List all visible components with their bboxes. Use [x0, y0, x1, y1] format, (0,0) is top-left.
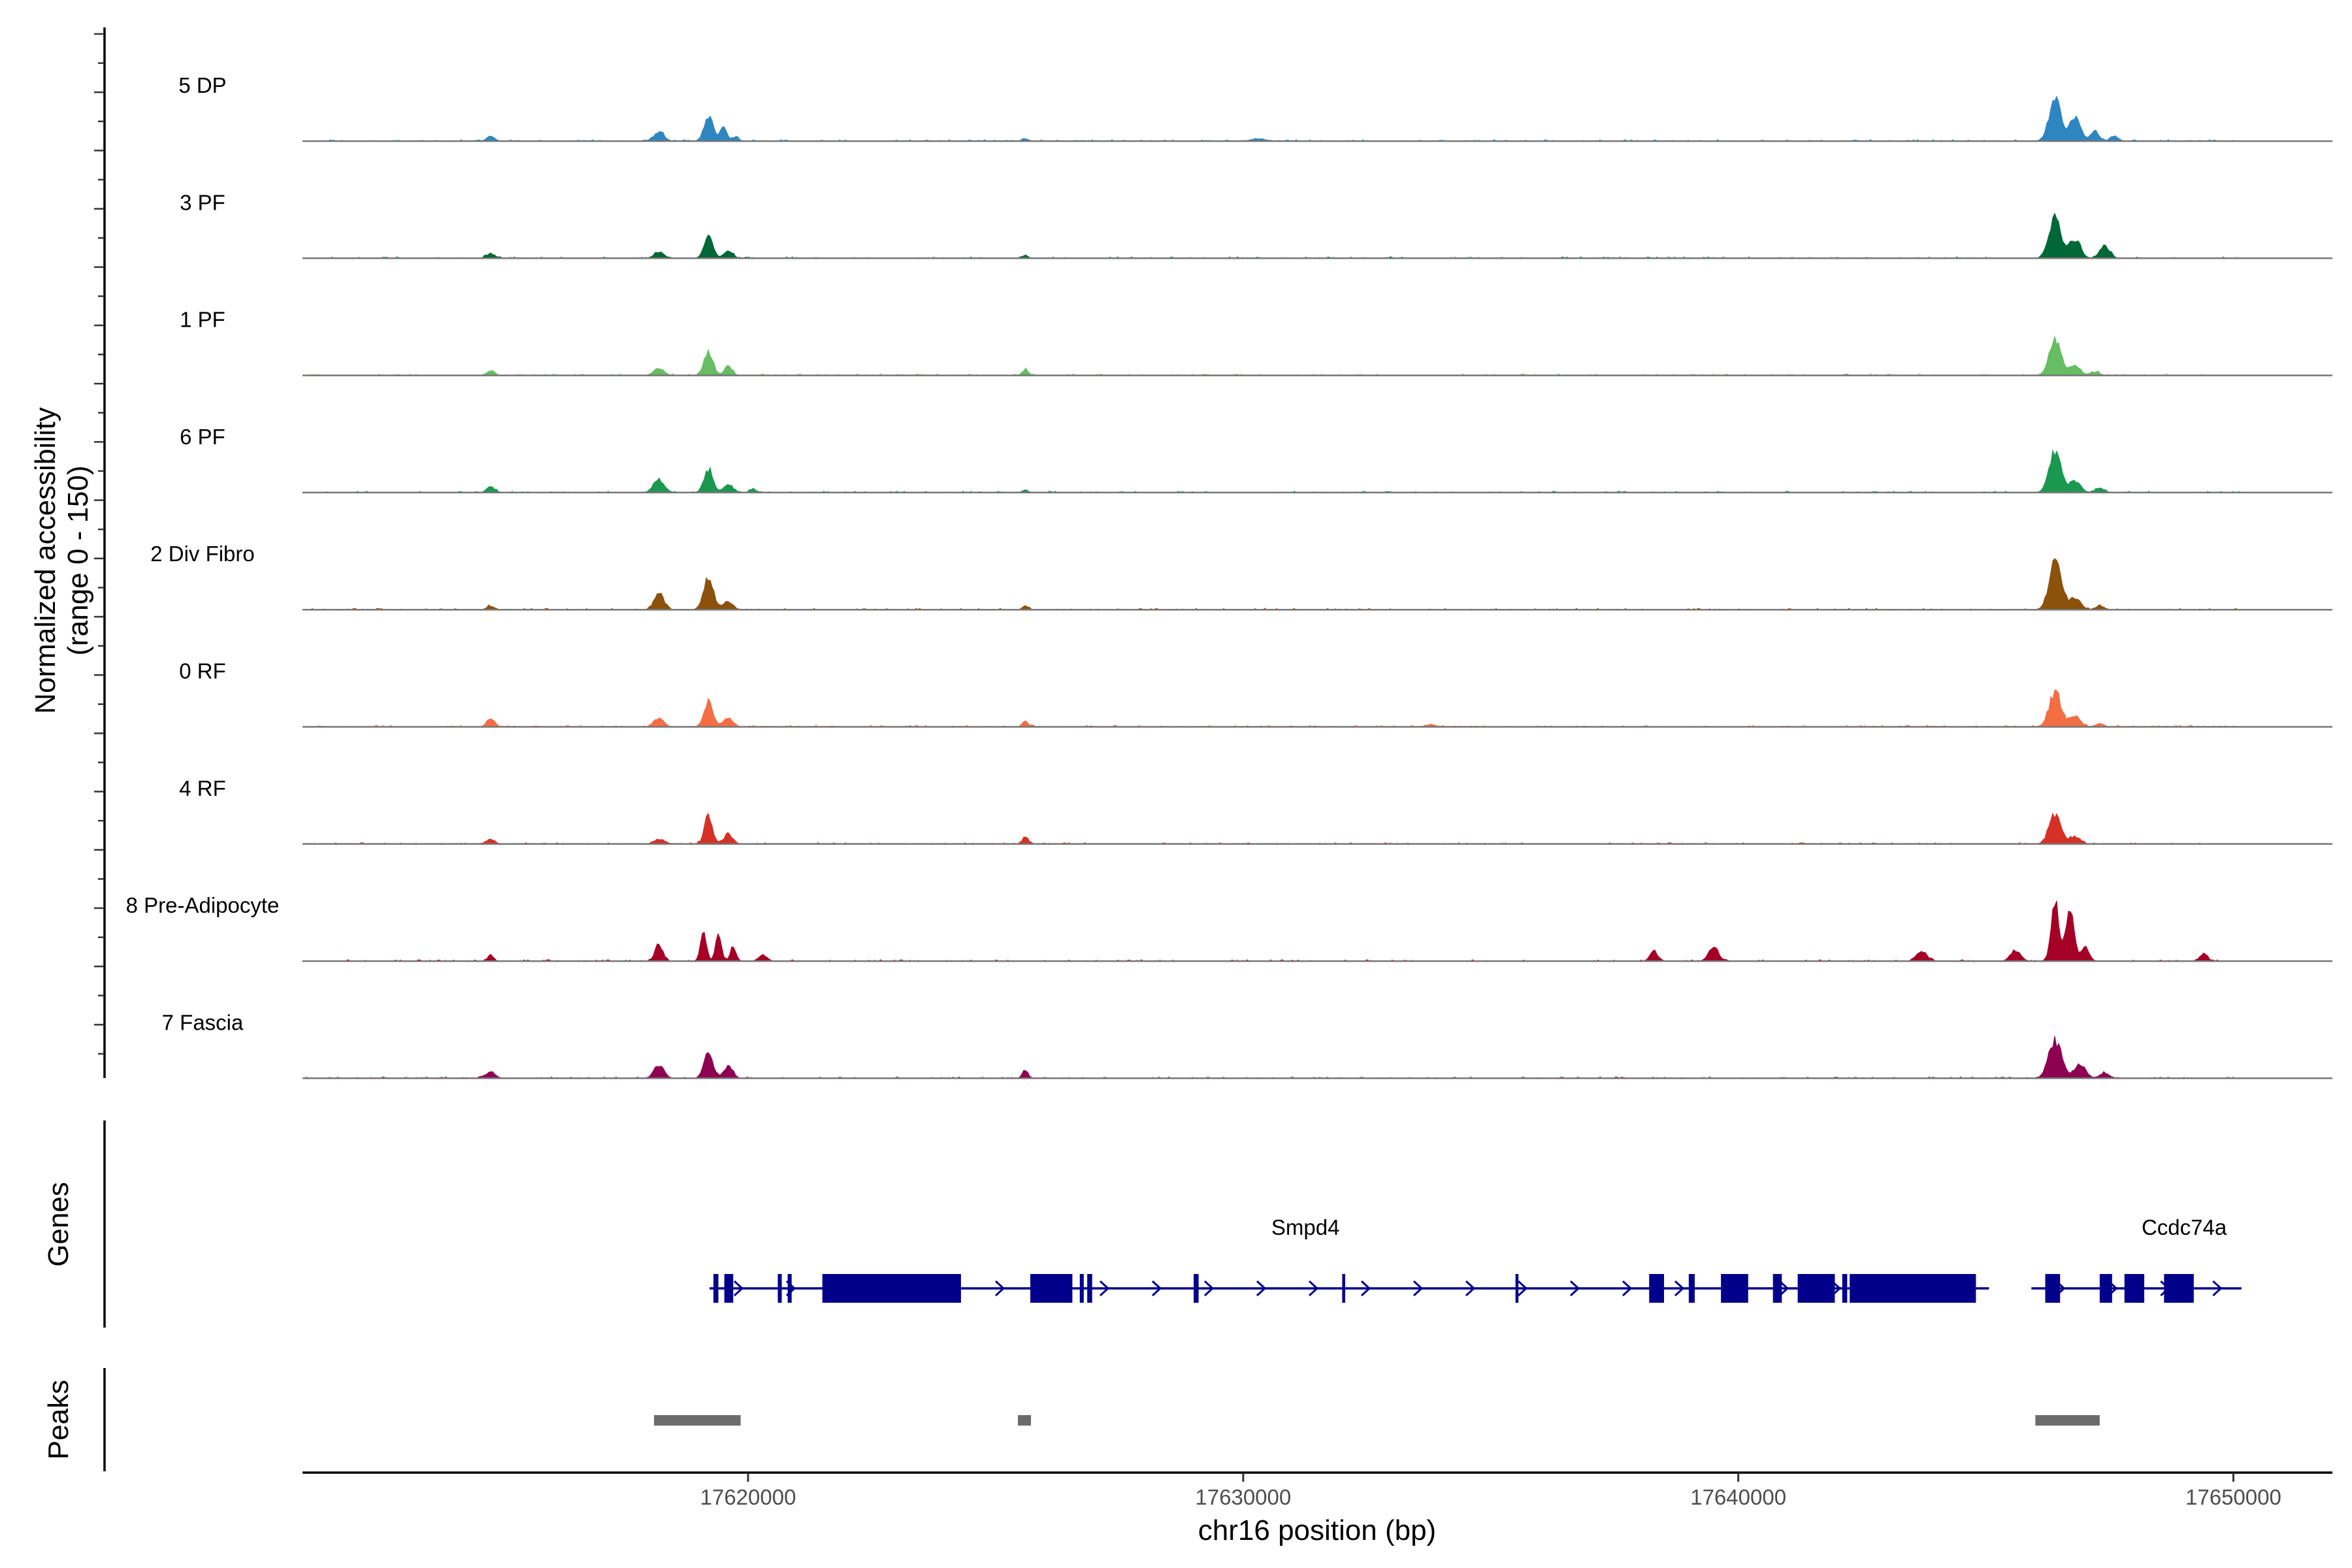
exon: [822, 1274, 961, 1303]
exon: [2099, 1274, 2112, 1303]
exon: [1087, 1274, 1092, 1303]
exon: [1797, 1274, 1835, 1303]
strand-arrow: [1413, 1280, 1424, 1297]
exon: [2045, 1274, 2061, 1303]
gene-model: Ccdc74a: [2031, 1215, 2242, 1303]
track-label: 7 Fascia: [162, 1010, 244, 1034]
coverage-tracks: 5 DP 3 PF 1 PF 6 PF 2 Div Fibro 0 RF 4 RF 8 Pre…: [126, 73, 2332, 1079]
exon: [1515, 1274, 1519, 1303]
strand-arrow: [1465, 1280, 1476, 1297]
exon: [724, 1274, 734, 1303]
track-label: 3 PF: [180, 190, 225, 214]
x-tick-label: 17630000: [1195, 1485, 1291, 1509]
strand-arrow: [1517, 1280, 1528, 1297]
x-tick-label: 17640000: [1690, 1485, 1786, 1509]
peaks-panel-title: Peaks: [42, 1380, 74, 1460]
y-axis-title: Normalized accessibility: [29, 407, 61, 713]
gene-label: Ccdc74a: [2142, 1215, 2227, 1239]
y-axis-range-label: (range 0 - 150): [62, 465, 94, 655]
exon: [1649, 1274, 1664, 1303]
track-5: 0 RF: [179, 659, 2332, 728]
exon: [1850, 1274, 1976, 1303]
exon: [1194, 1274, 1199, 1303]
exon: [1842, 1274, 1848, 1303]
x-tick-label: 17620000: [700, 1485, 796, 1509]
strand-arrow: [1099, 1280, 1110, 1297]
genes-track: Smpd4 Ccdc74a: [709, 1215, 2242, 1303]
track-label: 5 DP: [178, 73, 226, 97]
strand-arrow: [1569, 1280, 1580, 1297]
exon: [713, 1274, 719, 1303]
x-axis-ticks: 17620000 17630000 17640000 17650000: [700, 1473, 2281, 1509]
strand-arrow: [2212, 1280, 2223, 1297]
exon: [2124, 1274, 2145, 1303]
peak-region: [2035, 1415, 2100, 1426]
exon: [787, 1274, 792, 1303]
strand-arrow: [1256, 1280, 1267, 1297]
exon: [1688, 1274, 1695, 1303]
track-7: 8 Pre-Adipocyte: [126, 893, 2332, 962]
strand-arrow: [1151, 1280, 1162, 1297]
track-6: 4 RF: [179, 776, 2332, 845]
exon: [2164, 1274, 2194, 1303]
exon: [1721, 1274, 1748, 1303]
x-tick-label: 17650000: [2185, 1485, 2281, 1509]
peak-region: [654, 1415, 741, 1426]
exon: [1079, 1274, 1084, 1303]
track-label: 0 RF: [179, 659, 226, 683]
genes-panel-title: Genes: [42, 1182, 74, 1267]
exon: [1030, 1274, 1073, 1303]
strand-arrow: [1308, 1280, 1319, 1297]
track-8: 7 Fascia: [162, 1010, 2332, 1079]
x-axis-title: chr16 position (bp): [1198, 1514, 1436, 1546]
gene-label: Smpd4: [1271, 1215, 1340, 1239]
track-label: 1 PF: [180, 308, 225, 332]
exon: [1342, 1274, 1345, 1303]
strand-arrow: [733, 1280, 744, 1297]
exon: [1772, 1274, 1782, 1303]
track-2: 1 PF: [180, 308, 2332, 376]
track-label: 2 Div Fibro: [150, 542, 255, 566]
track-label: 8 Pre-Adipocyte: [126, 893, 280, 917]
strand-arrow: [1203, 1280, 1215, 1297]
track-label: 6 PF: [180, 425, 225, 449]
strand-arrow: [1674, 1280, 1685, 1297]
track-4: 2 Div Fibro: [150, 542, 2332, 611]
track-3: 6 PF: [180, 425, 2332, 494]
peak-region: [1018, 1415, 1032, 1426]
y-axis-ticks: [94, 33, 105, 1055]
exon: [777, 1274, 782, 1303]
strand-arrow: [1778, 1280, 1789, 1297]
strand-arrow: [994, 1280, 1005, 1297]
strand-arrow: [1622, 1280, 1633, 1297]
track-label: 4 RF: [179, 776, 226, 800]
peaks-track: [654, 1415, 2100, 1426]
track-0: 5 DP: [178, 73, 2332, 142]
strand-arrow: [1360, 1280, 1371, 1297]
gene-model: Smpd4: [709, 1215, 1989, 1303]
track-1: 3 PF: [180, 190, 2332, 259]
